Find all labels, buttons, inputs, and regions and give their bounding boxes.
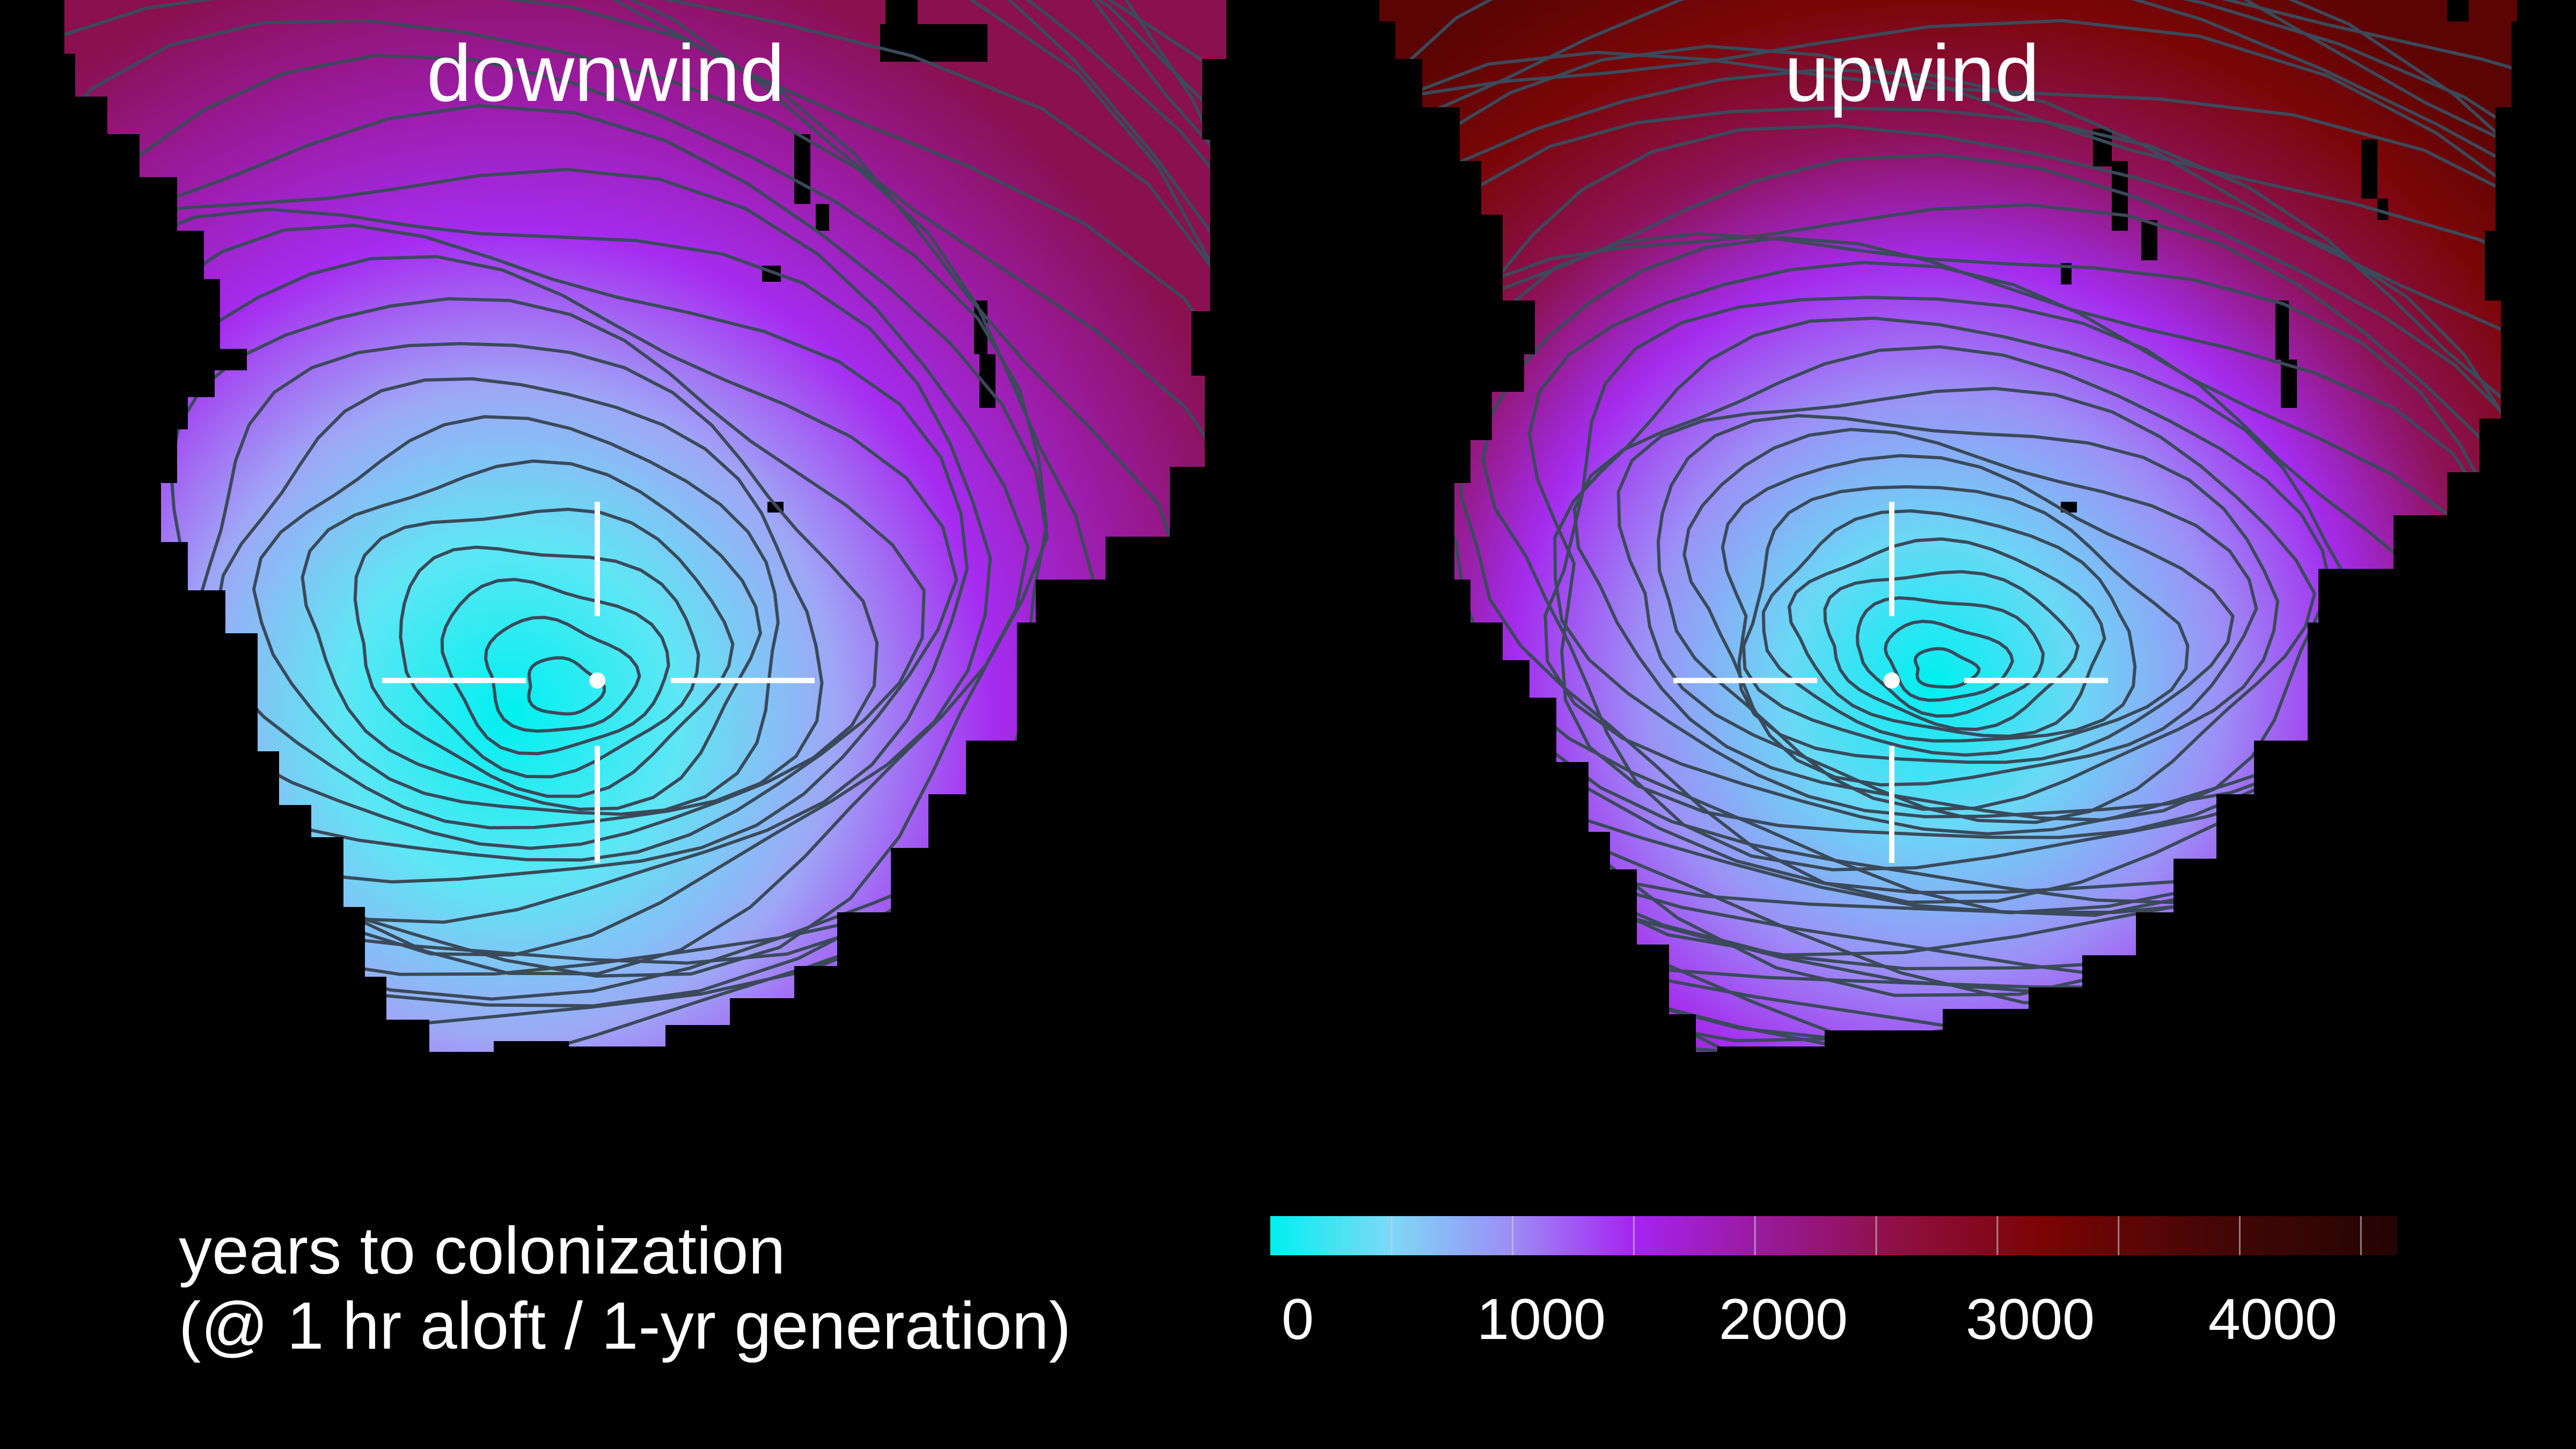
- contour-line: [1761, 509, 2137, 743]
- contour-line: [1656, 414, 2279, 811]
- contour-line: [64, 167, 1030, 976]
- downwind-title: downwind: [427, 28, 785, 118]
- contour-line: [353, 508, 735, 798]
- colorbar-tick-label: 0: [1281, 1286, 1314, 1351]
- contour-line: [1553, 316, 2362, 818]
- contour-line: [440, 577, 670, 756]
- legend-caption-line-2: (@ 1 hr aloft / 1-yr generation): [179, 1289, 1071, 1363]
- upwind-origin-dot: [1884, 672, 1900, 689]
- contour-line: [64, 104, 1049, 978]
- contour-line: [1823, 570, 2080, 731]
- colorbar-tick-label: 4000: [2208, 1286, 2338, 1351]
- contour-line: [64, 208, 992, 957]
- contour-line: [1788, 537, 2106, 738]
- contour-line: [252, 415, 780, 816]
- contour-line: [1682, 428, 2258, 787]
- upwind-title: upwind: [1784, 28, 2040, 118]
- contour-line: [1721, 454, 2235, 764]
- colorbar-tick-label: 3000: [1965, 1286, 2095, 1351]
- contour-line: [1856, 596, 2045, 718]
- contour-line: [64, 19, 1110, 976]
- contour-line: [1543, 296, 2435, 836]
- contour-line: [301, 459, 762, 811]
- contour-line: [1572, 345, 2332, 822]
- colorbar-ticks: [1391, 1216, 2362, 1255]
- contour-line: [527, 656, 606, 716]
- upwind-crosshair: [1673, 502, 2108, 863]
- contour-line: [1616, 386, 2316, 824]
- upwind-map: [1379, 0, 2517, 1052]
- contour-line: [1742, 485, 2190, 757]
- upwind-land: [1379, 0, 2517, 1052]
- colorbar: [1270, 1216, 2397, 1255]
- colorbar-tick-label: 2000: [1718, 1286, 1848, 1351]
- contour-line: [64, 0, 1226, 1008]
- contour-line: [484, 616, 641, 733]
- contour-line: [64, 54, 1048, 965]
- contour-line: [1527, 261, 2489, 839]
- contour-line: [1913, 647, 1981, 689]
- downwind-map: [64, 0, 1226, 1052]
- colorbar-tick-label: 1000: [1476, 1286, 1606, 1351]
- legend-caption-line-1: years to colonization: [179, 1214, 786, 1288]
- downwind-crosshair: [382, 502, 815, 863]
- contour-line: [1884, 619, 2014, 702]
- downwind-origin-dot: [589, 672, 605, 689]
